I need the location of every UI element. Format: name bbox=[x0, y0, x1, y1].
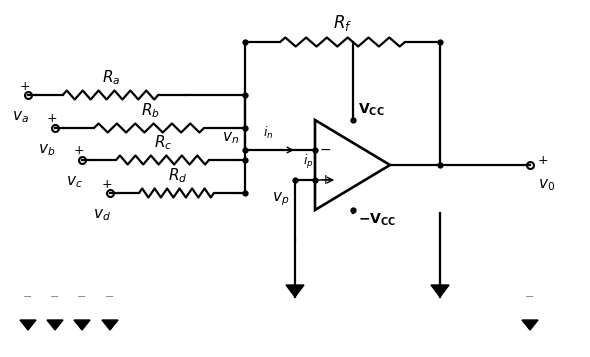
Text: $v_n$: $v_n$ bbox=[222, 130, 239, 146]
Text: −: − bbox=[105, 292, 114, 302]
Polygon shape bbox=[20, 320, 36, 330]
Text: $R_d$: $R_d$ bbox=[168, 166, 187, 185]
Text: $\mathbf{V_{CC}}$: $\mathbf{V_{CC}}$ bbox=[359, 102, 385, 118]
Text: $v_a$: $v_a$ bbox=[12, 109, 28, 125]
Text: $i_n$: $i_n$ bbox=[263, 125, 273, 141]
Text: $i_p$: $i_p$ bbox=[303, 153, 314, 171]
Text: −: − bbox=[77, 292, 87, 302]
Text: $v_p$: $v_p$ bbox=[272, 190, 289, 208]
Text: $R_c$: $R_c$ bbox=[155, 133, 173, 152]
Text: $\mathbf{- V_{CC}}$: $\mathbf{- V_{CC}}$ bbox=[359, 212, 396, 228]
Text: +: + bbox=[319, 173, 331, 187]
Polygon shape bbox=[522, 320, 538, 330]
Text: −: − bbox=[50, 292, 60, 302]
Text: $v_c$: $v_c$ bbox=[65, 174, 83, 190]
Text: +: + bbox=[19, 80, 30, 92]
Text: +: + bbox=[101, 177, 112, 191]
Text: +: + bbox=[74, 145, 84, 157]
Polygon shape bbox=[286, 285, 304, 297]
Text: +: + bbox=[47, 112, 57, 126]
Polygon shape bbox=[47, 320, 63, 330]
Polygon shape bbox=[431, 285, 449, 297]
Text: −: − bbox=[525, 292, 535, 302]
Text: $v_0$: $v_0$ bbox=[538, 177, 555, 193]
Text: $R_a$: $R_a$ bbox=[102, 68, 121, 87]
Text: $v_b$: $v_b$ bbox=[38, 142, 55, 158]
Text: −: − bbox=[319, 143, 331, 157]
Text: +: + bbox=[538, 154, 549, 166]
Text: $R_b$: $R_b$ bbox=[140, 101, 159, 120]
Text: $v_d$: $v_d$ bbox=[93, 207, 111, 223]
Polygon shape bbox=[74, 320, 90, 330]
Text: −: − bbox=[24, 292, 32, 302]
Polygon shape bbox=[102, 320, 118, 330]
Text: $R_f$: $R_f$ bbox=[333, 13, 352, 33]
